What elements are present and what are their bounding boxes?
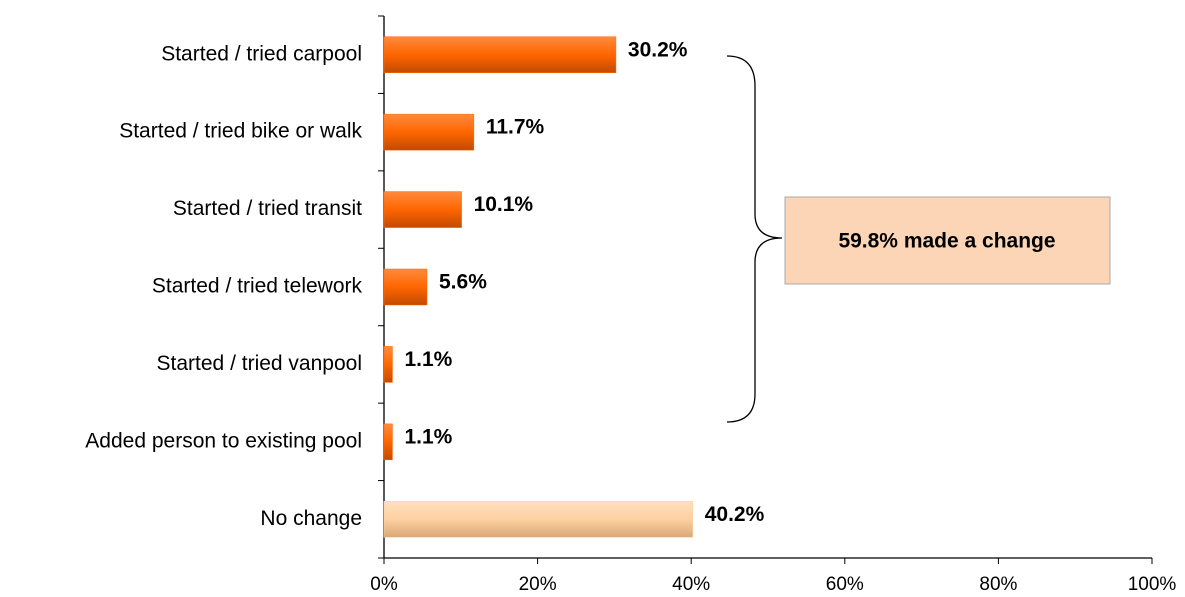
value-label: 30.2% (628, 38, 688, 61)
brace (726, 55, 783, 423)
x-tick-label: 0% (370, 574, 398, 595)
x-tick-label: 80% (979, 574, 1017, 595)
y-tick-label: Started / tried transit (173, 197, 362, 220)
annotation-box (784, 196, 1111, 285)
y-tick-label: Started / tried bike or walk (119, 120, 362, 143)
value-label: 1.1% (404, 348, 452, 371)
x-tick-label: 100% (1128, 574, 1177, 595)
bar (383, 36, 617, 73)
y-tick-label: Started / tried carpool (161, 42, 362, 65)
annotation: 59.8% made a change (838, 230, 1055, 253)
y-tick-label: Started / tried telework (152, 275, 363, 298)
value-label: 40.2% (705, 503, 765, 526)
bar (383, 346, 393, 383)
value-label: 11.7% (486, 116, 545, 139)
x-tick-label: 60% (826, 574, 864, 595)
bar (383, 501, 693, 538)
y-tick-label: No change (260, 507, 362, 530)
value-label: 1.1% (404, 425, 452, 448)
bar (383, 113, 475, 151)
y-tick-label: Started / tried vanpool (157, 352, 362, 375)
bar (383, 423, 393, 461)
value-label: 10.1% (474, 193, 534, 216)
y-tick-label: Added person to existing pool (85, 429, 362, 452)
value-label: 5.6% (439, 271, 487, 294)
x-tick-label: 20% (519, 574, 557, 595)
bar (383, 268, 428, 306)
bar (383, 191, 462, 228)
x-tick-label: 40% (672, 574, 710, 595)
